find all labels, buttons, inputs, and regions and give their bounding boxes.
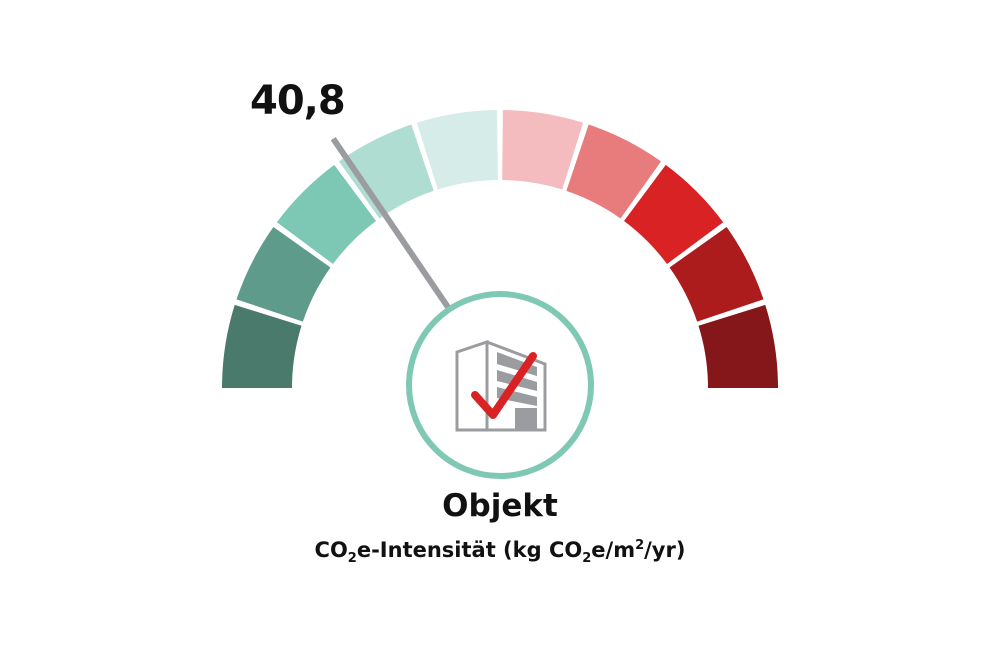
gauge-segment (566, 124, 662, 219)
gauge-segments (222, 110, 778, 388)
gauge-title: Objekt (442, 488, 558, 524)
subtitle-text: /yr) (644, 538, 686, 562)
subtitle-sub: 2 (347, 551, 357, 567)
gauge-segment (338, 124, 434, 219)
subtitle-text: CO (314, 538, 348, 562)
subtitle-sup: 2 (635, 538, 645, 553)
subtitle-text: e/m (591, 538, 636, 562)
gauge-segment (624, 164, 724, 264)
gauge-segment (276, 164, 376, 264)
building-check-icon (455, 339, 547, 432)
gauge-segment (669, 226, 764, 322)
subtitle-text: e-Intensität (kg CO (356, 538, 583, 562)
gauge-segment (222, 304, 302, 388)
subtitle-sub: 2 (582, 551, 592, 567)
gauge-segment (416, 110, 498, 190)
gauge-segment (698, 304, 778, 388)
gauge-subtitle: CO2e-Intensität (kg CO2e/m2/yr) (0, 538, 1000, 566)
center-ring (406, 291, 594, 479)
gauge-needle (330, 136, 452, 312)
gauge-value: 40,8 (250, 78, 346, 124)
gauge-segment (502, 110, 584, 190)
gauge-segment (236, 226, 331, 322)
